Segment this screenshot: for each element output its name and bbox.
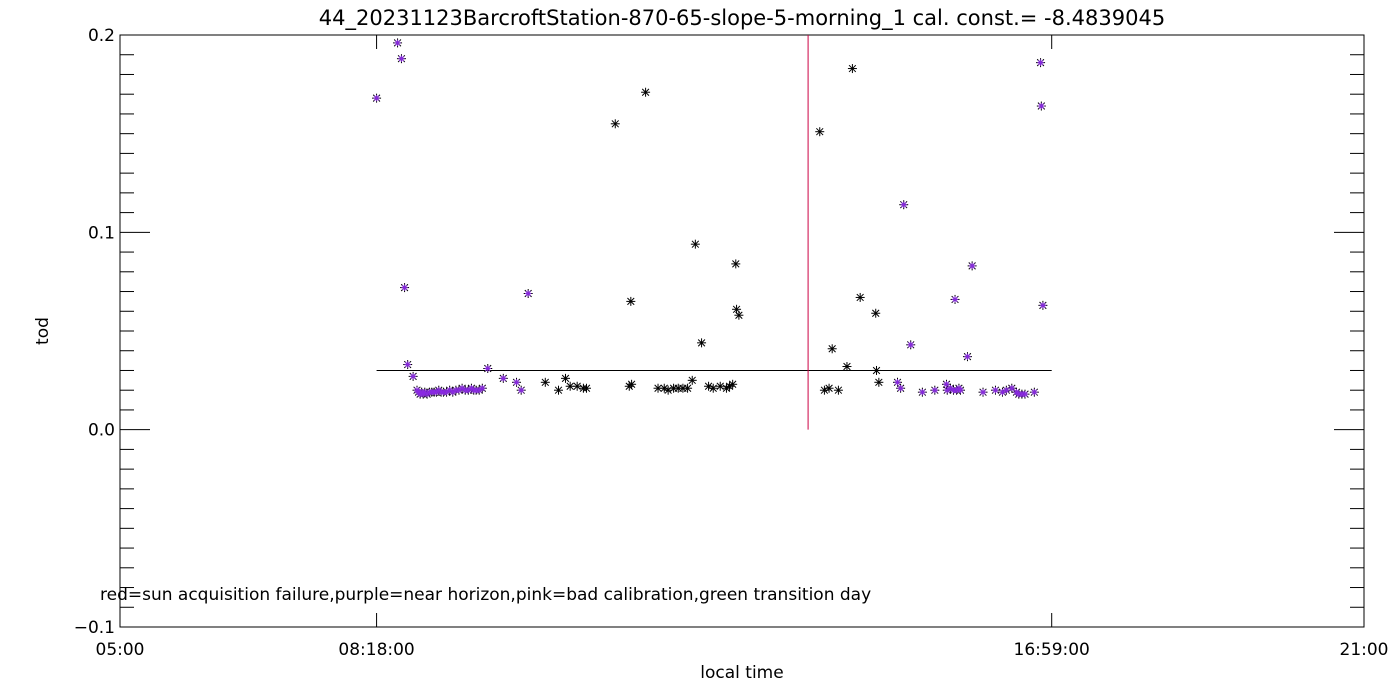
data-point [833, 385, 843, 395]
data-point [610, 119, 620, 129]
data-point-near-horizon [979, 388, 987, 396]
data-point [565, 381, 575, 391]
data-point [561, 373, 571, 383]
data-point-near-horizon [479, 385, 486, 392]
data-point-near-horizon [1038, 102, 1045, 110]
data-point [855, 292, 865, 302]
y-axis-label: tod [33, 317, 53, 345]
data-point [728, 379, 738, 389]
data-point-near-horizon [1037, 59, 1044, 66]
data-point [690, 239, 700, 249]
x-tick-label: 21:00 [1340, 640, 1389, 660]
reference-lines [376, 35, 1052, 430]
data-point-near-horizon [484, 365, 491, 372]
data-point-near-horizon [409, 373, 417, 380]
data-point-near-horizon [894, 379, 901, 386]
data-point-near-horizon [1021, 390, 1029, 398]
x-tick-label: 05:00 [96, 640, 145, 660]
y-tick-label: −0.1 [74, 618, 115, 638]
data-point-near-horizon [398, 55, 405, 62]
data-point-near-horizon [931, 387, 939, 394]
plot-axes [119, 34, 1365, 628]
data-point [815, 127, 825, 137]
data-point-near-horizon [373, 94, 380, 102]
y-tick-label: 0.2 [88, 26, 115, 46]
data-point [872, 365, 882, 375]
data-point-near-horizon [919, 388, 926, 396]
y-tick-label: 0.1 [88, 223, 115, 243]
data-point-near-horizon [907, 341, 914, 349]
data-point [842, 362, 852, 372]
data-point-near-horizon [517, 387, 525, 394]
x-tick-label: 16:59:00 [1014, 640, 1090, 660]
data-point [572, 381, 582, 391]
x-axis-label: local time [700, 663, 783, 683]
data-point-near-horizon [964, 353, 971, 360]
data-point-near-horizon [394, 39, 401, 47]
data-point-near-horizon [401, 284, 408, 291]
data-point-near-horizon [992, 387, 999, 394]
data-point-near-horizon [1008, 385, 1015, 392]
tick-labels: −0.1 0.0 0.1 0.2 05:00 08:18:00 16:59:00 21:00 [74, 26, 1389, 660]
data-point [731, 259, 741, 269]
data-point [827, 344, 837, 354]
data-point [540, 377, 550, 387]
data-point [627, 379, 637, 389]
data-point-near-horizon [1031, 388, 1038, 396]
data-point [874, 377, 884, 387]
data-point-near-horizon [951, 296, 959, 303]
data-point-near-horizon [900, 201, 907, 208]
data-point [715, 381, 725, 391]
plot-frame [119, 34, 1365, 628]
data-point [626, 296, 636, 306]
data-point-near-horizon [957, 387, 964, 394]
data-point-near-horizon [968, 262, 976, 270]
data-point-near-horizon [1003, 387, 1010, 394]
data-points [372, 38, 1048, 399]
data-point-near-horizon [500, 375, 507, 382]
data-point-near-horizon [897, 385, 904, 392]
y-tick-label: 0.0 [88, 421, 115, 441]
data-point [683, 383, 693, 393]
x-tick-label: 08:18:00 [338, 640, 414, 660]
data-point-near-horizon [513, 379, 520, 386]
data-point [734, 310, 744, 320]
data-point [847, 64, 857, 74]
data-point-near-horizon [1039, 302, 1047, 309]
data-point-near-horizon [524, 290, 532, 297]
chart-annotation: red=sun acquisition failure,purple=near … [100, 585, 871, 605]
data-point [582, 383, 591, 393]
data-point [708, 383, 718, 393]
chart-title: 44_20231123BarcroftStation-870-65-slope-… [319, 6, 1165, 31]
data-point [697, 338, 707, 348]
data-point [824, 383, 834, 393]
data-point [641, 87, 651, 97]
data-point [871, 308, 881, 318]
data-point [554, 385, 564, 395]
data-point-near-horizon [404, 361, 411, 368]
data-point [687, 375, 697, 385]
